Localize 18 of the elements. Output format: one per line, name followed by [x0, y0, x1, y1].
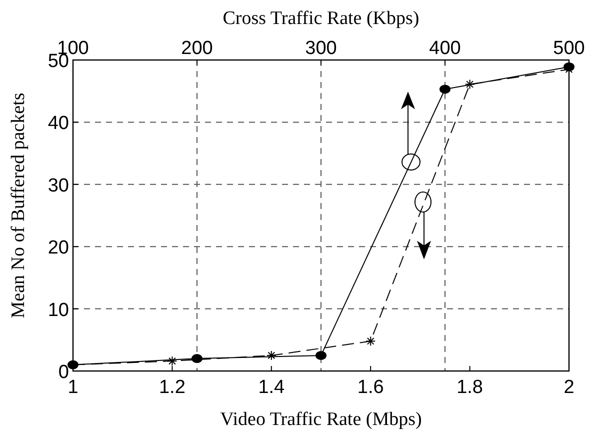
- x2-axis-title: Cross Traffic Rate (Kbps): [222, 8, 420, 29]
- y-tick-label: 40: [48, 113, 69, 134]
- y-tick-label: 30: [48, 175, 69, 196]
- x-tick-label: 1.2: [158, 377, 186, 398]
- x-tick-label: 1.6: [357, 377, 384, 398]
- y-tick-label: 10: [48, 300, 69, 321]
- x2-tick-label: 400: [429, 38, 461, 59]
- x-tick-label: 2: [564, 377, 574, 398]
- x-tick-label: 1: [68, 377, 78, 398]
- x2-tick-label: 200: [181, 38, 213, 59]
- y-tick-label: 20: [48, 238, 69, 259]
- x-tick-label: 1.4: [258, 377, 286, 398]
- y-axis-title: Mean No of Buffered packets: [8, 92, 29, 318]
- x-axis-title: Video Traffic Rate (Mbps): [220, 409, 422, 430]
- x2-tick-label: 500: [553, 38, 585, 59]
- x2-tick-label: 300: [305, 38, 337, 59]
- y-tick-label: 0: [58, 362, 69, 383]
- x-tick-label: 1.8: [456, 377, 484, 398]
